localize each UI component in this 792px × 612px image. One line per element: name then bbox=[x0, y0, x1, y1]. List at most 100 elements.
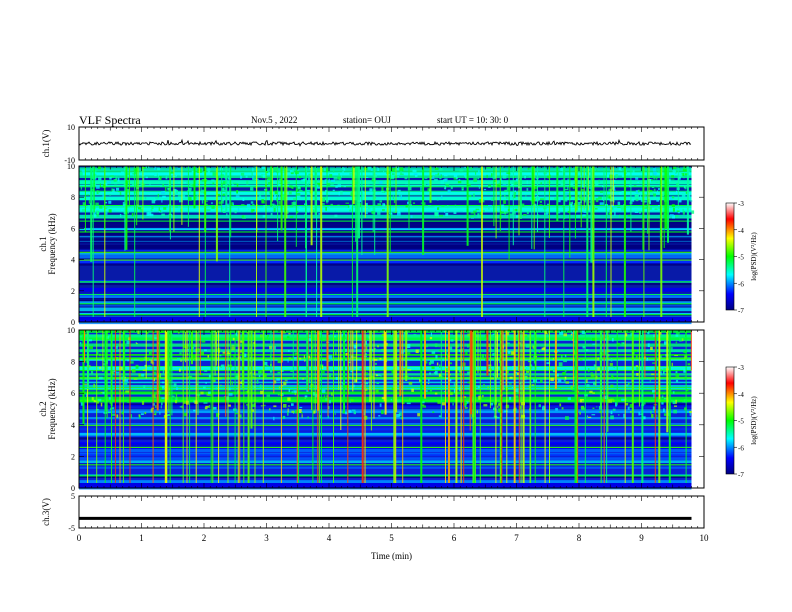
noise-patch bbox=[250, 186, 254, 191]
noise-patch bbox=[108, 209, 112, 213]
date-label: Nov.5 , 2022 bbox=[251, 115, 298, 125]
noise-patch bbox=[560, 183, 564, 187]
noise-patch bbox=[537, 214, 540, 219]
noise-patch bbox=[195, 183, 199, 186]
noise-patch bbox=[345, 353, 348, 356]
noise-patch bbox=[586, 379, 588, 384]
noise-patch bbox=[684, 407, 687, 411]
noise-patch bbox=[675, 341, 678, 344]
sferic-impulse bbox=[230, 166, 232, 238]
noise-patch bbox=[610, 415, 614, 420]
noise-patch bbox=[364, 415, 368, 420]
noise-patch bbox=[326, 395, 329, 397]
noise-patch bbox=[234, 210, 237, 214]
noise-patch bbox=[278, 386, 280, 390]
noise-patch bbox=[373, 215, 375, 219]
noise-patch bbox=[334, 214, 338, 217]
noise-patch bbox=[428, 379, 430, 382]
noise-patch bbox=[269, 356, 271, 359]
noise-patch bbox=[567, 186, 569, 190]
noise-patch bbox=[600, 190, 603, 194]
noise-patch bbox=[486, 175, 488, 179]
noise-patch bbox=[109, 402, 111, 404]
noise-patch bbox=[689, 200, 693, 202]
noise-patch bbox=[406, 402, 411, 405]
frequency-band bbox=[79, 289, 692, 292]
noise-patch bbox=[438, 373, 442, 377]
noise-patch bbox=[567, 178, 569, 181]
noise-patch bbox=[93, 176, 97, 180]
noise-patch bbox=[274, 190, 278, 195]
noise-patch bbox=[352, 409, 356, 411]
frequency-band bbox=[79, 460, 692, 463]
noise-patch bbox=[514, 181, 518, 185]
noise-patch bbox=[102, 391, 105, 394]
noise-patch bbox=[352, 384, 356, 388]
noise-patch bbox=[343, 168, 346, 171]
noise-patch bbox=[96, 213, 99, 217]
noise-patch bbox=[499, 180, 503, 183]
noise-patch bbox=[629, 404, 633, 408]
noise-patch bbox=[178, 181, 180, 184]
noise-patch bbox=[606, 212, 608, 216]
noise-patch bbox=[345, 202, 349, 204]
noise-patch bbox=[646, 349, 649, 352]
noise-patch bbox=[670, 178, 675, 180]
noise-patch bbox=[444, 185, 447, 190]
noise-patch bbox=[175, 393, 178, 397]
noise-patch bbox=[377, 211, 381, 215]
noise-patch bbox=[488, 205, 492, 207]
noise-patch bbox=[506, 172, 511, 175]
noise-patch bbox=[470, 212, 475, 214]
noise-patch bbox=[582, 184, 585, 188]
noise-patch bbox=[571, 388, 575, 391]
noise-patch bbox=[213, 379, 216, 382]
frequency-band bbox=[79, 466, 692, 469]
noise-patch bbox=[278, 170, 281, 173]
noise-patch bbox=[139, 415, 141, 419]
noise-patch bbox=[513, 176, 516, 179]
noise-patch bbox=[219, 354, 222, 357]
noise-patch bbox=[492, 353, 495, 356]
noise-patch bbox=[350, 192, 353, 196]
frequency-band bbox=[79, 209, 692, 213]
sferic-impulse bbox=[580, 166, 582, 228]
frequency-band bbox=[79, 224, 692, 228]
noise-patch bbox=[396, 166, 399, 171]
noise-patch bbox=[381, 337, 386, 341]
sferic-impulse bbox=[270, 330, 272, 372]
noise-patch bbox=[621, 175, 626, 177]
noise-patch bbox=[304, 360, 306, 362]
noise-patch bbox=[588, 368, 590, 373]
noise-patch bbox=[448, 362, 452, 365]
noise-patch bbox=[647, 343, 650, 348]
sferic-impulse bbox=[396, 330, 398, 413]
noise-patch bbox=[93, 169, 98, 172]
noise-patch bbox=[231, 202, 233, 206]
sferic-impulse bbox=[347, 330, 349, 488]
noise-patch bbox=[595, 198, 599, 203]
noise-patch bbox=[470, 214, 475, 218]
noise-patch bbox=[317, 168, 322, 172]
noise-patch bbox=[207, 171, 210, 173]
sferic-impulse bbox=[658, 330, 661, 488]
sferic-impulse bbox=[479, 330, 481, 488]
sferic-impulse bbox=[234, 330, 236, 488]
noise-patch bbox=[424, 178, 428, 180]
noise-patch bbox=[276, 378, 280, 381]
noise-patch bbox=[348, 376, 351, 378]
sferic-impulse bbox=[659, 330, 661, 399]
noise-patch bbox=[158, 387, 162, 391]
noise-patch bbox=[184, 167, 187, 170]
noise-patch bbox=[502, 184, 507, 186]
noise-patch bbox=[547, 175, 550, 179]
noise-patch bbox=[180, 359, 182, 362]
noise-patch bbox=[282, 415, 286, 419]
noise-patch bbox=[366, 209, 369, 211]
noise-patch bbox=[478, 185, 482, 187]
sferic-impulse bbox=[544, 166, 546, 322]
noise-patch bbox=[453, 174, 458, 178]
sferic-impulse bbox=[84, 330, 85, 363]
sferic-impulse bbox=[265, 166, 267, 322]
noise-patch bbox=[160, 330, 164, 333]
